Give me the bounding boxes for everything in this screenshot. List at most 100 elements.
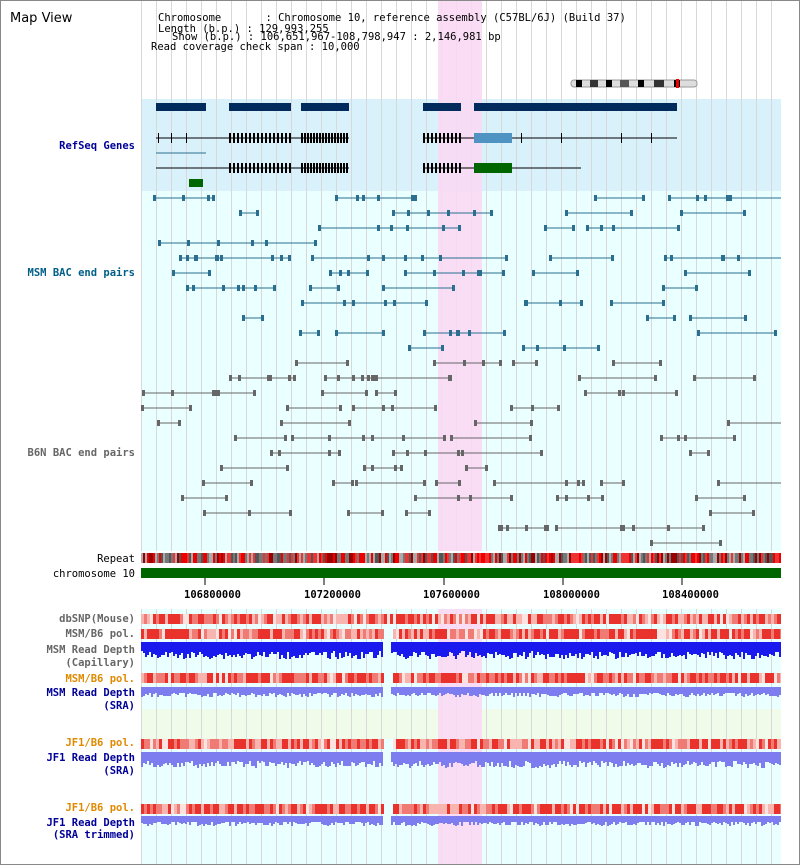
- depth-mark: [679, 752, 681, 763]
- jf1-pol-sra-label[interactable]: JF1/B6 pol.: [65, 737, 135, 749]
- heat-mark: [678, 739, 681, 749]
- depth-mark: [599, 687, 601, 693]
- repeat-mark: [663, 553, 665, 563]
- dbsnp-label[interactable]: dbSNP(Mouse): [59, 613, 135, 625]
- heat-mark: [693, 629, 696, 639]
- jf1-pol-trim-label[interactable]: JF1/B6 pol.: [65, 802, 135, 814]
- heat-mark: [567, 629, 570, 639]
- b6n-bac-label[interactable]: B6N BAC end pairs: [27, 447, 135, 459]
- heat-mark: [612, 673, 615, 683]
- heat-mark: [273, 739, 276, 749]
- depth-mark: [459, 642, 461, 653]
- repeat-mark: [295, 553, 297, 563]
- repeat-mark: [351, 553, 353, 563]
- repeat-mark: [195, 553, 197, 563]
- heat-mark: [528, 804, 531, 814]
- depth-mark: [593, 752, 595, 761]
- depth-mark: [381, 642, 383, 657]
- depth-mark: [641, 816, 643, 822]
- repeat-mark: [503, 553, 505, 563]
- heat-mark: [300, 739, 303, 749]
- depth-mark: [335, 687, 337, 693]
- msm-pol-sra-label[interactable]: MSM/B6 pol.: [65, 673, 135, 685]
- repeat-mark: [319, 553, 321, 563]
- msm-pol-capillary-label[interactable]: MSM/B6 pol.: [65, 628, 135, 640]
- heat-mark: [186, 804, 189, 814]
- depth-mark: [711, 642, 713, 652]
- gene-exon: [334, 163, 336, 173]
- heat-mark: [678, 673, 681, 683]
- depth-mark: [273, 642, 275, 654]
- bac-end: [485, 465, 488, 471]
- track-canvas[interactable]: [141, 1, 781, 865]
- depth-mark: [629, 816, 631, 825]
- heat-mark: [594, 739, 597, 749]
- depth-mark: [271, 816, 273, 826]
- repeat-mark: [725, 553, 727, 563]
- depth-mark: [497, 816, 499, 823]
- depth-mark: [547, 687, 549, 695]
- depth-mark: [511, 752, 513, 767]
- jf1-depth-trim-label[interactable]: JF1 Read Depth: [46, 817, 135, 829]
- depth-mark: [177, 752, 179, 763]
- repeat-mark: [705, 553, 707, 563]
- msm-bac-label[interactable]: MSM BAC end pairs: [27, 267, 135, 279]
- depth-mark: [771, 642, 773, 655]
- jf1-depth-sra-label[interactable]: JF1 Read Depth: [46, 752, 135, 764]
- gene-exon: [265, 133, 267, 143]
- depth-mark: [457, 752, 459, 763]
- heat-mark: [366, 614, 369, 624]
- msm-depth-sra-label[interactable]: MSM Read Depth: [46, 687, 135, 699]
- depth-mark: [727, 752, 729, 766]
- heat-mark: [369, 629, 372, 639]
- depth-mark: [557, 816, 559, 825]
- heat-mark: [444, 804, 447, 814]
- chromosome-ideogram[interactable]: [531, 54, 698, 88]
- depth-mark: [511, 687, 513, 693]
- depth-mark: [543, 687, 545, 694]
- heat-mark: [735, 614, 738, 624]
- depth-mark: [505, 816, 507, 825]
- repeat-mark: [453, 553, 455, 563]
- depth-mark: [473, 816, 475, 825]
- heat-mark: [333, 739, 336, 749]
- depth-mark: [335, 752, 337, 767]
- refseq-genes-label[interactable]: RefSeq Genes: [59, 140, 135, 152]
- depth-mark: [501, 642, 503, 655]
- depth-mark: [745, 816, 747, 825]
- bac-end: [557, 405, 560, 411]
- depth-mark: [693, 752, 695, 762]
- heat-mark: [606, 673, 609, 683]
- depth-mark: [375, 687, 377, 694]
- bac-end: [719, 540, 722, 546]
- depth-mark: [397, 687, 399, 693]
- heat-mark: [741, 629, 744, 639]
- depth-mark: [499, 642, 501, 654]
- depth-mark: [771, 687, 773, 696]
- heat-mark: [435, 614, 438, 624]
- repeat-mark: [281, 553, 283, 563]
- heat-mark: [210, 629, 213, 639]
- bac-end: [473, 210, 476, 216]
- depth-mark: [437, 752, 439, 764]
- heat-mark: [669, 673, 672, 683]
- depth-mark: [687, 816, 689, 822]
- depth-mark: [209, 687, 211, 697]
- depth-mark: [655, 642, 657, 654]
- repeat-mark: [417, 553, 419, 563]
- heat-mark: [333, 804, 336, 814]
- depth-mark: [609, 687, 611, 694]
- repeat-mark: [337, 553, 339, 563]
- depth-mark: [407, 816, 409, 825]
- depth-mark: [167, 816, 169, 825]
- bac-end: [256, 210, 259, 216]
- repeat-mark: [411, 553, 413, 563]
- depth-mark: [725, 687, 727, 693]
- msm-depth-capillary-label[interactable]: MSM Read Depth: [46, 644, 135, 656]
- heat-mark: [327, 629, 330, 639]
- depth-mark: [523, 642, 525, 652]
- bac-end: [273, 285, 276, 291]
- repeat-mark: [671, 553, 673, 563]
- depth-mark: [435, 752, 437, 764]
- depth-mark: [339, 687, 341, 696]
